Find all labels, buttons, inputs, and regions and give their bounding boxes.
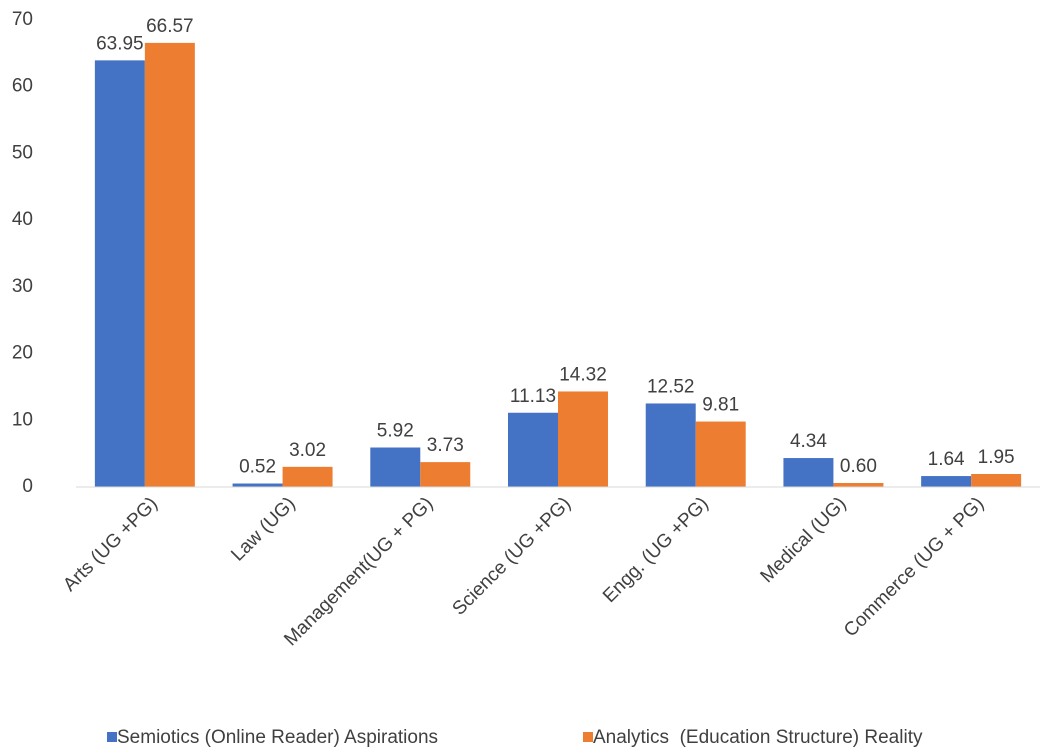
y-tick-label: 20 <box>12 343 33 364</box>
y-tick-label: 40 <box>12 209 33 230</box>
x-tick-label: Management(UG + PG) <box>280 493 437 650</box>
x-tick-label: Engg. (UG +PG) <box>599 493 713 607</box>
bar <box>144 42 195 488</box>
y-tick-label: 0 <box>22 476 33 497</box>
data-label: 66.57 <box>146 16 194 37</box>
data-label: 14.32 <box>559 364 607 385</box>
x-tick-label: Science (UG +PG) <box>449 493 575 619</box>
data-label: 63.95 <box>96 33 144 54</box>
x-tick-label: Arts (UG +PG) <box>59 493 162 596</box>
bar <box>508 412 558 487</box>
y-tick-label: 50 <box>12 142 33 163</box>
data-label: 0.52 <box>239 457 276 478</box>
y-tick-label: 30 <box>12 276 33 297</box>
bar <box>833 482 884 487</box>
legend-label: Semiotics (Online Reader) Aspirations <box>117 727 438 748</box>
legend-label: Analytics (Education Structure) Reality <box>593 727 923 748</box>
legend-swatch <box>107 732 117 742</box>
x-tick-label: Commerce (UG + PG) <box>840 493 988 641</box>
data-label: 1.64 <box>928 449 965 470</box>
bar <box>558 391 608 487</box>
bar <box>94 60 145 487</box>
y-tick-label: 60 <box>12 76 33 97</box>
x-tick-label: Law (UG) <box>227 493 299 565</box>
y-tick-label: 70 <box>12 9 33 30</box>
bar <box>420 462 471 487</box>
bar <box>370 447 421 487</box>
bar <box>645 403 696 487</box>
y-tick-label: 10 <box>12 409 33 430</box>
x-tick-label: Medical (UG) <box>757 493 851 587</box>
data-label: 3.02 <box>289 440 326 461</box>
data-label: 3.73 <box>427 435 464 456</box>
data-label: 9.81 <box>702 395 739 416</box>
data-label: 11.13 <box>510 386 556 407</box>
data-label: 4.34 <box>790 431 827 452</box>
data-label: 0.60 <box>840 456 877 477</box>
data-label: 12.52 <box>647 376 695 397</box>
data-label: 5.92 <box>377 421 414 442</box>
legend-swatch <box>583 732 593 742</box>
data-label: 1.95 <box>978 447 1015 468</box>
bar <box>971 473 1022 487</box>
bar <box>921 476 972 487</box>
bar <box>783 458 834 487</box>
bar <box>232 483 283 487</box>
bar <box>282 466 333 487</box>
bar <box>695 421 746 487</box>
